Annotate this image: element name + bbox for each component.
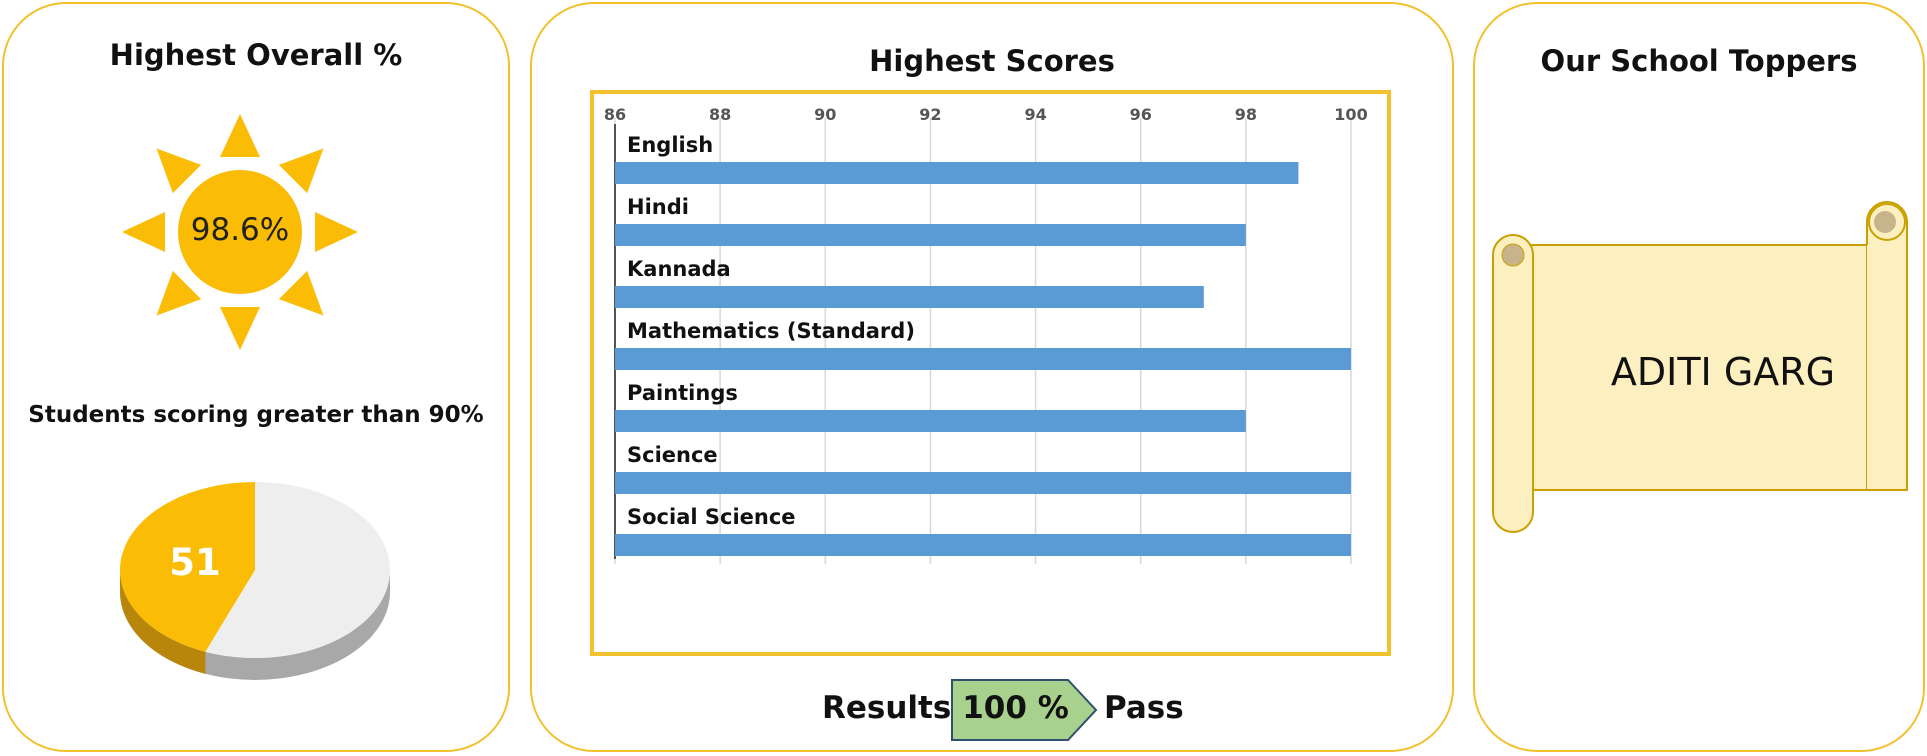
sun-ray [220, 114, 260, 157]
bar [615, 286, 1204, 308]
scroll-icon [1492, 201, 1908, 533]
x-tick-label: 88 [709, 105, 731, 124]
bar-category-label: Paintings [627, 381, 738, 405]
sun-ray [220, 307, 260, 350]
x-tick-label: 86 [604, 105, 626, 124]
scores-panel: Highest Scores [530, 2, 1454, 752]
sun-ray [156, 148, 202, 194]
sun-icon [122, 114, 358, 350]
topper-name: ADITI GARG [1610, 350, 1836, 394]
bar [615, 224, 1246, 246]
overall-title: Highest Overall % [109, 38, 403, 72]
bar-category-label: Social Science [627, 505, 796, 529]
pie-slice-51 [120, 482, 256, 652]
bar-category-label: English [627, 133, 713, 157]
pie-slice-label: 51 [169, 541, 221, 584]
x-tick-label: 90 [814, 105, 836, 124]
overall-percent-value: 98.6% [190, 212, 290, 248]
bar [615, 410, 1246, 432]
scores-chart-frame [590, 90, 1391, 656]
pass-label: Pass [1104, 690, 1184, 726]
students-label: Students scoring greater than 90% [28, 402, 484, 428]
pie-slice-rest [205, 482, 391, 658]
x-tick-label: 98 [1235, 105, 1257, 124]
pie-slice-side [120, 570, 206, 674]
bar [615, 162, 1299, 184]
bar-category-label: Hindi [627, 195, 689, 219]
bar [615, 472, 1351, 494]
x-tick-label: 96 [1130, 105, 1152, 124]
sun-ray [278, 148, 324, 194]
sun-ray [315, 212, 358, 252]
results-label: Results [822, 690, 952, 726]
sun-ray [156, 270, 202, 316]
bar [615, 534, 1351, 556]
sun-ray [278, 270, 324, 316]
x-tick-label: 100 [1334, 105, 1367, 124]
sun-ray [122, 212, 165, 252]
results-value: 100 % [962, 690, 1069, 726]
x-tick-label: 94 [1024, 105, 1046, 124]
bar-category-label: Kannada [627, 257, 731, 281]
scores-title: Highest Scores [869, 44, 1115, 78]
bar [615, 348, 1351, 370]
bar-category-label: Mathematics (Standard) [627, 319, 915, 343]
bar-category-label: Science [627, 443, 718, 467]
scores-bar-chart: 86 88 90 92 94 96 98 100 English Hindi Kannada Math… [604, 105, 1368, 564]
x-tick-label: 92 [919, 105, 941, 124]
toppers-title: Our School Toppers [1540, 44, 1858, 78]
results-badge-arrow [951, 679, 1098, 741]
students-pie-chart [120, 482, 391, 680]
